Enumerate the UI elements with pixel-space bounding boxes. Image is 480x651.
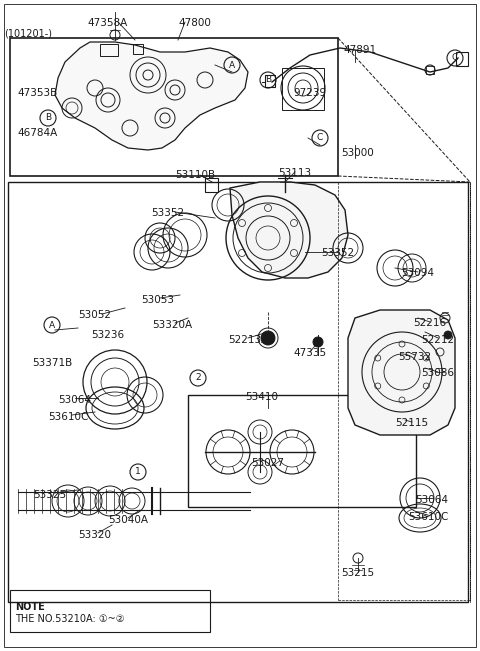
Text: 53110B: 53110B [175, 170, 215, 180]
Text: 47358A: 47358A [88, 18, 128, 28]
Circle shape [444, 331, 452, 339]
Text: NOTE: NOTE [15, 602, 45, 612]
Text: 53371B: 53371B [32, 358, 72, 368]
Bar [8, 182, 468, 602]
Text: B: B [265, 76, 271, 85]
Bar [426, 66, 434, 74]
Circle shape [313, 337, 323, 347]
Text: (101201-): (101201-) [4, 28, 52, 38]
Bar [456, 52, 468, 66]
Text: 53352: 53352 [151, 208, 185, 218]
Text: 53610C: 53610C [48, 412, 88, 422]
Text: 52213A: 52213A [228, 335, 268, 345]
Text: 53113: 53113 [278, 168, 312, 178]
Text: 47335: 47335 [293, 348, 326, 358]
Text: B: B [45, 113, 51, 122]
Bar [10, 590, 210, 632]
Text: 55732: 55732 [398, 352, 432, 362]
Text: 53325: 53325 [34, 490, 67, 500]
Text: 53410: 53410 [245, 392, 278, 402]
Text: 53052: 53052 [79, 310, 111, 320]
Text: 2: 2 [195, 374, 201, 383]
Text: 53094: 53094 [401, 268, 434, 278]
Text: 47800: 47800 [179, 18, 211, 28]
Text: 53064: 53064 [416, 495, 448, 505]
Text: 47353B: 47353B [18, 88, 58, 98]
Text: 52216: 52216 [413, 318, 446, 328]
Bar [282, 68, 324, 110]
Bar [265, 75, 275, 87]
Text: 97239: 97239 [293, 88, 326, 98]
Text: 53040A: 53040A [108, 515, 148, 525]
Text: 53610C: 53610C [408, 512, 448, 522]
Text: A: A [229, 61, 235, 70]
Bar [188, 395, 416, 507]
Polygon shape [348, 310, 455, 435]
Text: 1: 1 [135, 467, 141, 477]
Text: C: C [317, 133, 323, 143]
Bar [133, 44, 143, 54]
Text: 53053: 53053 [142, 295, 175, 305]
Polygon shape [55, 42, 248, 150]
Text: THE NO.53210A: ①~②: THE NO.53210A: ①~② [15, 614, 124, 624]
Text: 53086: 53086 [421, 368, 455, 378]
Text: 53027: 53027 [252, 458, 285, 468]
Text: 47891: 47891 [343, 45, 377, 55]
Text: 53236: 53236 [91, 330, 125, 340]
Text: 46784A: 46784A [18, 128, 58, 138]
Bar [100, 44, 118, 56]
Text: 53000: 53000 [342, 148, 374, 158]
Text: 53352: 53352 [322, 248, 355, 258]
Text: 52212: 52212 [421, 335, 455, 345]
Text: A: A [49, 320, 55, 329]
Text: C: C [452, 53, 458, 62]
Text: 53320: 53320 [79, 530, 111, 540]
Bar [10, 38, 338, 176]
Text: 53064: 53064 [59, 395, 92, 405]
Text: 53215: 53215 [341, 568, 374, 578]
Circle shape [261, 331, 275, 345]
Text: 52115: 52115 [396, 418, 429, 428]
Polygon shape [230, 182, 348, 278]
Text: 53320A: 53320A [152, 320, 192, 330]
